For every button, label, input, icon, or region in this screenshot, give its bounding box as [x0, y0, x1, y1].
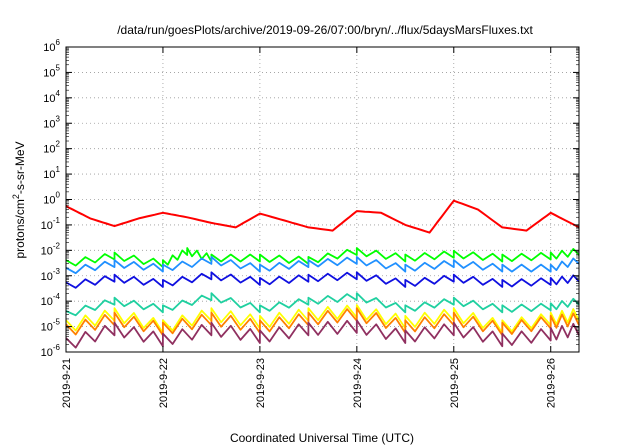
y-tick-exponent: 6 — [56, 38, 61, 47]
series-line-5 — [65, 292, 580, 317]
y-tick-exponent: -1 — [53, 216, 61, 225]
y-tick-base: 10 — [43, 169, 55, 181]
y-tick-base: 10 — [43, 144, 55, 156]
y-tick-exponent: -3 — [53, 267, 61, 276]
chart-title: /data/run/goesPlots/archive/2019-09-26/0… — [117, 23, 533, 37]
x-tick-label: 2019-9-21 — [61, 358, 73, 408]
x-tick-label: 2019-9-24 — [352, 358, 364, 408]
y-tick-label: 10-5 — [41, 318, 61, 334]
y-tick-label: 10-6 — [41, 343, 61, 359]
y-tick-label: 104 — [43, 89, 60, 105]
y-axis-label-main: protons/cm — [13, 199, 27, 258]
series-line-1 — [65, 199, 580, 234]
y-tick-base: 10 — [41, 220, 53, 232]
y-tick-exponent: -2 — [53, 241, 61, 250]
y-tick-exponent: 5 — [56, 63, 61, 72]
y-tick-base: 10 — [43, 42, 55, 54]
series-line-8 — [65, 319, 580, 349]
x-tick-label: 2019-9-22 — [158, 358, 170, 408]
y-tick-exponent: 1 — [56, 165, 61, 174]
y-tick-exponent: -6 — [53, 343, 61, 352]
x-axis: 2019-9-21 2019-9-22 2019-9-23 2019-9-24 2019… — [61, 47, 558, 408]
y-tick-exponent: -5 — [53, 318, 61, 327]
y-tick-base: 10 — [43, 195, 55, 207]
y-tick-label: 10-2 — [41, 241, 61, 257]
y-tick-label: 105 — [43, 63, 60, 79]
y-tick-base: 10 — [43, 118, 55, 130]
y-tick-base: 10 — [41, 347, 53, 359]
y-tick-exponent: 0 — [56, 191, 61, 200]
y-axis-label-tail: -s-sr-MeV — [13, 141, 27, 194]
series-group — [65, 199, 580, 349]
y-tick-label: 101 — [43, 165, 60, 181]
y-tick-base: 10 — [43, 93, 55, 105]
series-line-4 — [65, 271, 580, 289]
x-axis-label: Coordinated Universal Time (UTC) — [230, 431, 414, 445]
y-tick-exponent: 2 — [56, 140, 61, 149]
y-tick-base: 10 — [41, 271, 53, 283]
y-tick-base: 10 — [41, 296, 53, 308]
grid — [66, 47, 579, 352]
y-tick-label: 102 — [43, 140, 60, 156]
y-tick-label: 103 — [43, 114, 60, 130]
y-tick-base: 10 — [41, 322, 53, 334]
y-tick-exponent: 4 — [56, 89, 61, 98]
y-axis-label: protons/cm2-s-sr-MeV — [11, 141, 27, 258]
series-line-3 — [65, 255, 580, 275]
y-tick-label: 10-3 — [41, 267, 61, 283]
y-tick-exponent: -4 — [53, 292, 61, 301]
x-tick-label: 2019-9-26 — [546, 358, 558, 408]
x-tick-label: 2019-9-25 — [449, 358, 461, 408]
y-tick-label: 100 — [43, 191, 60, 207]
series-line-7 — [65, 307, 580, 337]
x-tick-label: 2019-9-23 — [255, 358, 267, 408]
y-tick-base: 10 — [41, 245, 53, 257]
y-tick-base: 10 — [43, 67, 55, 79]
y-tick-label: 10-1 — [41, 216, 61, 232]
y-axis: 10-610-510-410-310-210-11001011021031041… — [41, 38, 579, 359]
y-axis-label-superscript: 2 — [11, 194, 21, 199]
y-tick-label: 106 — [43, 38, 60, 54]
y-tick-label: 10-4 — [41, 292, 61, 308]
y-tick-exponent: 3 — [56, 114, 61, 123]
series-line-6 — [65, 304, 580, 334]
